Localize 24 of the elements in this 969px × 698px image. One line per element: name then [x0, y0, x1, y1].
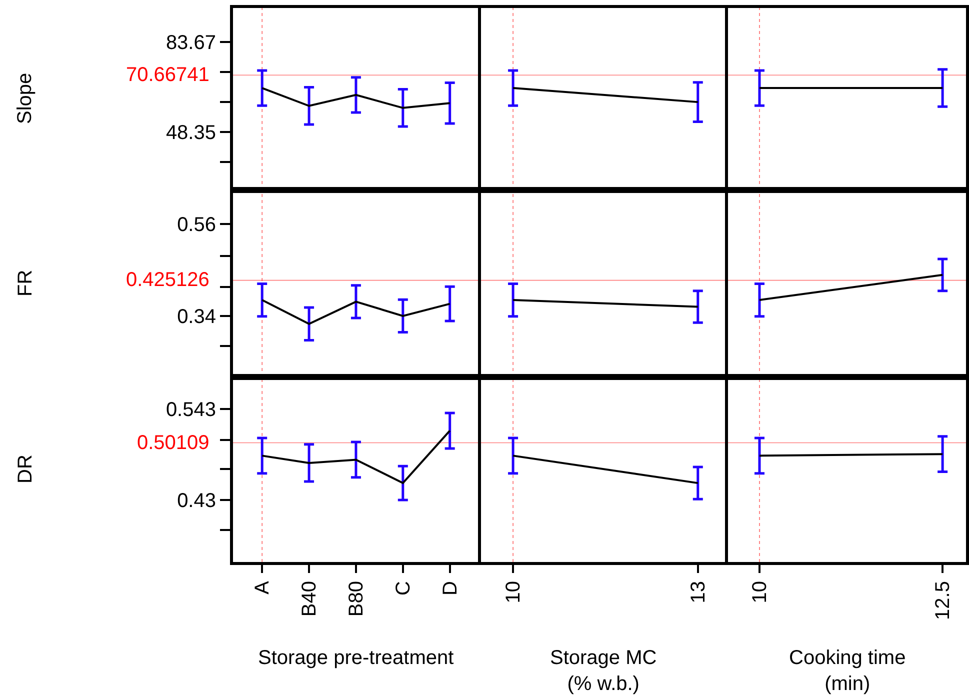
y-tick-label: 0.43 [177, 490, 216, 512]
x-tick-label: 10 [502, 581, 525, 604]
x-tick-label: B80 [345, 581, 368, 617]
ref-line-label: 0.50109 [137, 432, 210, 454]
x-axis-title: Storage MC (% w.b.) [550, 647, 657, 695]
y-tick-label: 83.67 [166, 32, 216, 54]
x-tick-label: A [252, 580, 274, 594]
ref-line-label: 70.66741 [126, 64, 210, 86]
ref-line-label: 0.425126 [126, 269, 210, 291]
y-axis-title: FR [14, 270, 36, 296]
x-tick-label: B40 [298, 581, 321, 617]
x-tick-label: 13 [687, 581, 710, 604]
x-tick-label: C [392, 581, 414, 596]
y-axis-title: DR [14, 454, 36, 484]
x-tick-label: 10 [748, 581, 771, 604]
y-axis-title: Slope [14, 72, 36, 124]
y-tick-label: 0.34 [177, 306, 216, 328]
y-tick-label: 0.543 [166, 398, 216, 421]
x-axis-title: Storage pre-treatment [258, 647, 454, 669]
x-axis-title: Cooking time (min) [789, 647, 906, 695]
y-tick-label: 0.56 [177, 214, 216, 236]
x-tick-label: 12.5 [932, 581, 954, 620]
x-tick-label: D [439, 581, 462, 596]
y-tick-label: 48.35 [166, 122, 216, 144]
